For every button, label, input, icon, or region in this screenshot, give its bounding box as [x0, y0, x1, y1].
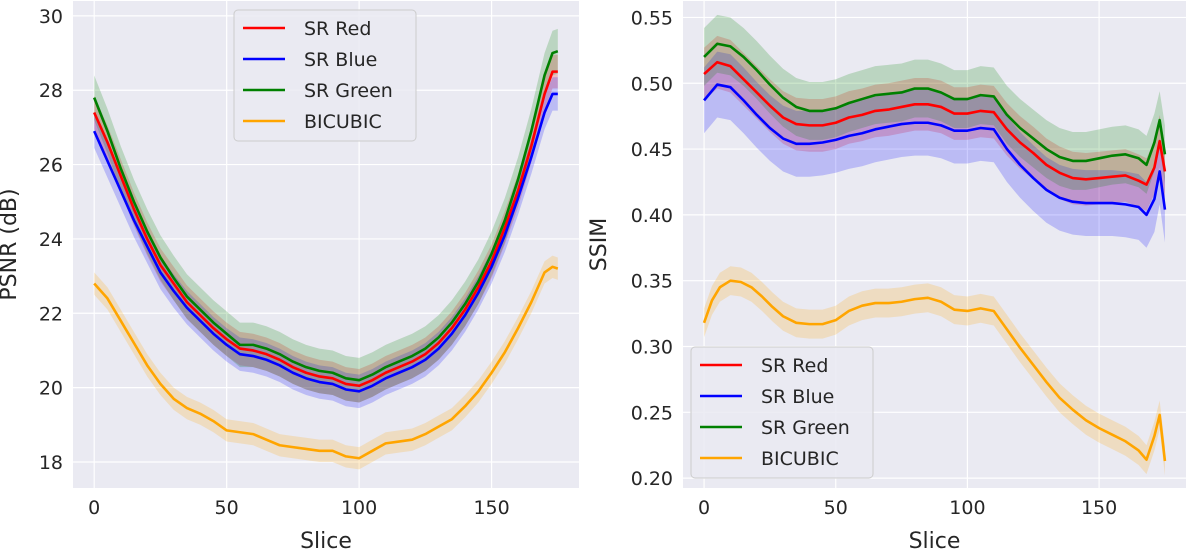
- legend-label: SR Red: [761, 355, 828, 377]
- y-tick-label: 0.50: [631, 73, 673, 95]
- y-tick-label: 24: [39, 229, 63, 251]
- x-tick-label: 100: [341, 497, 377, 519]
- y-tick-label: 0.35: [631, 271, 673, 293]
- series-line-sr-green: [703, 42, 1167, 167]
- x-tick-label: 0: [88, 497, 100, 519]
- x-tick-label: 0: [698, 497, 710, 519]
- y-tick-label: 30: [39, 6, 63, 28]
- y-tick-label: 22: [39, 303, 63, 325]
- series-line-sr-blue: [93, 92, 558, 393]
- y-tick-label: 0.30: [631, 337, 673, 359]
- x-tick-label: 150: [1081, 497, 1117, 519]
- legend-label: BICUBIC: [761, 448, 839, 470]
- confidence-band-sr-green: [94, 28, 558, 403]
- series-line-sr-red: [703, 60, 1167, 186]
- legend-box: [690, 346, 874, 479]
- x-tick-label: 150: [473, 497, 509, 519]
- y-tick-label: 0.45: [631, 139, 673, 161]
- series-group: [702, 14, 1167, 476]
- y-tick-label: 0.55: [631, 7, 673, 29]
- series-line-bicubic: [93, 265, 559, 460]
- confidence-band-sr-blue: [704, 51, 1165, 248]
- legend-label: SR Green: [761, 417, 850, 439]
- y-tick-label: 20: [39, 378, 63, 400]
- x-tick-label: 50: [215, 497, 239, 519]
- confidence-band-sr-red: [94, 54, 558, 403]
- y-tick-label: 0.20: [631, 468, 673, 490]
- series-group: [92, 28, 559, 470]
- chart-panel-psnr: 0 50 100 150 18 20 22 24 26 28 30 Slice PSNR (dB) SR …: [0, 1, 579, 552]
- y-tick-label: 0.40: [631, 205, 673, 227]
- series-line-bicubic: [702, 279, 1167, 462]
- confidence-band-bicubic: [704, 266, 1165, 476]
- legend-label: SR Green: [304, 80, 393, 102]
- y-tick-label: 26: [39, 155, 63, 177]
- series-line-sr-green: [92, 49, 559, 382]
- x-axis-label: Slice: [909, 529, 961, 552]
- legend-label: SR Blue: [761, 386, 834, 408]
- x-tick-label: 50: [824, 497, 848, 519]
- series-line-sr-blue: [703, 83, 1167, 217]
- chart-panel-ssim: 0 50 100 150 0.20 0.25 0.30 0.35 0.40 0.45 0.50 0.5…: [587, 1, 1186, 552]
- y-axis-label: PSNR (dB): [0, 188, 22, 300]
- series-line-sr-red: [93, 70, 558, 388]
- x-tick-label: 100: [949, 497, 985, 519]
- legend-label: BICUBIC: [304, 111, 382, 133]
- legend-label: SR Red: [304, 18, 371, 40]
- y-tick-label: 28: [39, 80, 63, 102]
- y-axis-label: SSIM: [587, 218, 612, 271]
- legend: SR Red SR Blue SR Green BICUBIC: [233, 9, 417, 142]
- confidence-band-bicubic: [94, 255, 558, 470]
- legend-box: [233, 9, 417, 142]
- y-tick-label: 18: [39, 452, 63, 474]
- y-tick-label: 0.25: [631, 402, 673, 424]
- legend-label: SR Blue: [304, 49, 377, 71]
- x-axis-label: Slice: [300, 529, 352, 552]
- legend: SR Red SR Blue SR Green BICUBIC: [690, 346, 874, 479]
